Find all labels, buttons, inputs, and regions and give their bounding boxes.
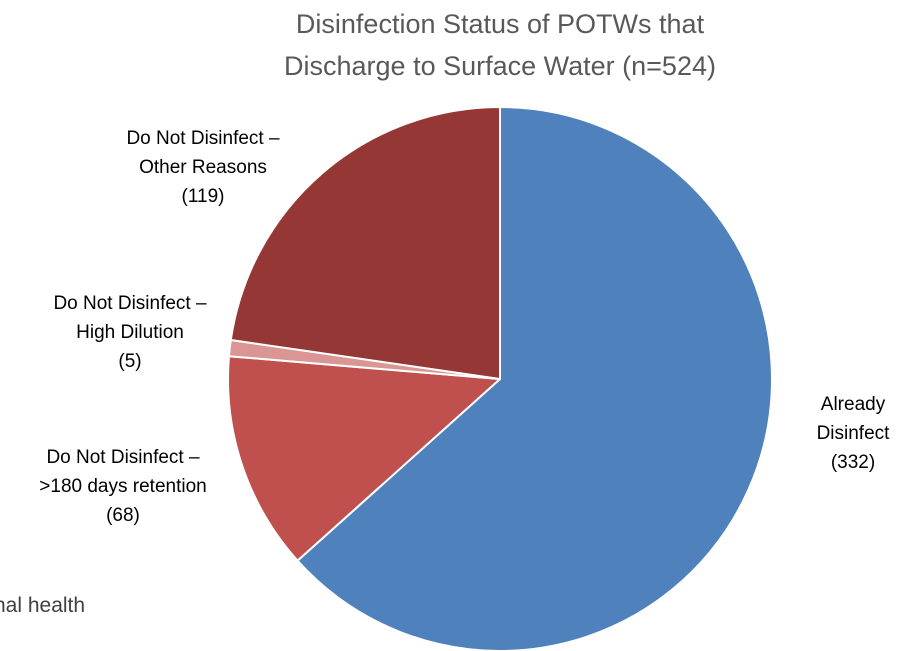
slice-label-retention: Do Not Disinfect – >180 days retention (… xyxy=(12,443,234,530)
pie-slice-1 xyxy=(227,355,501,562)
slice-label-already-disinfect: Already Disinfect (332) xyxy=(798,390,908,477)
slice-label-line: >180 days retention xyxy=(39,476,207,497)
slice-label-value: (68) xyxy=(106,505,140,526)
slice-label-high-dilution: Do Not Disinfect – High Dilution (5) xyxy=(30,289,230,376)
slice-label-value: (5) xyxy=(118,351,142,372)
slice-label-line: Already xyxy=(820,394,886,415)
pie-slice-0 xyxy=(296,106,773,651)
slice-label-line: Do Not Disinfect – xyxy=(46,447,200,468)
slice-label-other-reasons: Do Not Disinfect – Other Reasons (119) xyxy=(103,124,303,211)
slice-label-line: Do Not Disinfect – xyxy=(53,293,207,314)
pie-slice-3 xyxy=(229,106,501,380)
background-slide-text: nal health xyxy=(0,594,86,617)
slice-label-line: High Dilution xyxy=(76,322,184,343)
slice-label-value: (332) xyxy=(830,452,876,473)
chart-title-line-2: Discharge to Surface Water (n=524) xyxy=(284,51,716,81)
slice-label-line: Do Not Disinfect – xyxy=(126,128,280,149)
slice-label-line: Disinfect xyxy=(816,423,890,444)
chart-title-line-1: Disinfection Status of POTWs that xyxy=(295,9,705,39)
slice-label-line: Other Reasons xyxy=(139,157,267,178)
slice-label-value: (119) xyxy=(181,186,225,207)
